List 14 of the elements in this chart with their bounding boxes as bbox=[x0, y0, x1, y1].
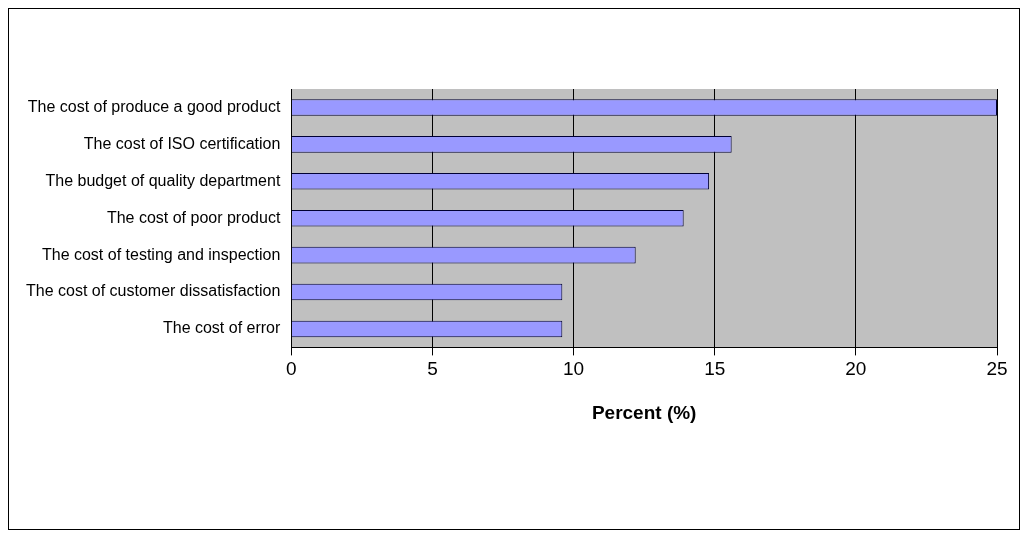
x-tick-label: 0 bbox=[286, 358, 297, 380]
y-tick-label: The cost of ISO certification bbox=[83, 134, 281, 152]
x-tick-label: 25 bbox=[986, 358, 1008, 380]
x-axis-title: Percent (%) bbox=[591, 401, 697, 423]
y-tick-label: The cost of testing and inspection bbox=[41, 245, 281, 263]
y-tick-label: The cost of poor product bbox=[106, 208, 281, 226]
y-tick-label: The cost of customer dissatisfaction bbox=[26, 282, 281, 300]
x-tick-label: 20 bbox=[845, 358, 867, 380]
y-tick-label: The budget of quality department bbox=[45, 171, 281, 189]
y-tick-label: The cost of error bbox=[162, 319, 281, 337]
x-tick-label: 15 bbox=[704, 358, 726, 380]
x-tick-label: 5 bbox=[427, 358, 438, 380]
x-tick-label: 10 bbox=[563, 358, 585, 380]
y-tick-label: The cost of produce a good product bbox=[27, 97, 281, 115]
